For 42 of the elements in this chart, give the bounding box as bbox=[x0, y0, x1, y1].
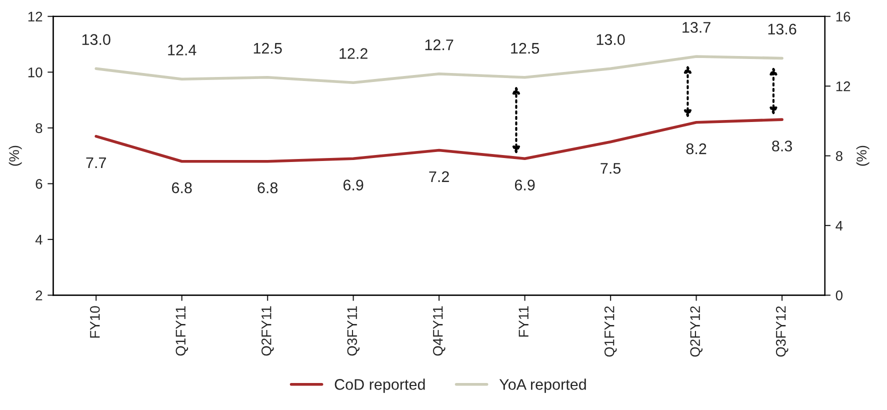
legend-label: YoA reported bbox=[499, 378, 586, 393]
data-label: 12.4 bbox=[168, 44, 196, 56]
y-tick-label: 2 bbox=[36, 290, 42, 300]
y2-tick-label: 12 bbox=[836, 81, 850, 92]
y2-tick-label: 4 bbox=[836, 220, 843, 231]
data-label: 6.8 bbox=[258, 182, 278, 194]
data-label: 12.5 bbox=[254, 42, 282, 54]
y2-tick-label: 8 bbox=[836, 151, 842, 161]
y2-tick-label: 16 bbox=[836, 12, 850, 22]
y-tick-label: 6 bbox=[36, 179, 42, 189]
data-label: 6.9 bbox=[514, 180, 535, 190]
x-tick-label: Q4FY11 bbox=[432, 306, 446, 356]
y-tick-label: 8 bbox=[36, 123, 42, 134]
x-tick-label: Q1FY11 bbox=[176, 306, 188, 356]
data-label: 13.6 bbox=[768, 24, 796, 35]
data-label: 8.3 bbox=[772, 140, 792, 152]
data-label: 7.2 bbox=[429, 171, 449, 182]
data-label: 8.2 bbox=[686, 143, 706, 154]
data-label: 7.7 bbox=[86, 158, 106, 168]
data-label: 13.0 bbox=[82, 34, 110, 45]
x-tick-label: Q3FY11 bbox=[347, 306, 360, 356]
data-label: 6.9 bbox=[343, 180, 364, 190]
x-tick-label: Q1FY12 bbox=[604, 306, 617, 357]
data-label: 13.0 bbox=[596, 34, 625, 45]
data-label: 12.7 bbox=[425, 39, 454, 50]
y-tick-label: 12 bbox=[28, 12, 42, 22]
y2-tick-label: 0 bbox=[836, 290, 843, 300]
data-label: 6.8 bbox=[172, 182, 192, 194]
data-label: 12.5 bbox=[511, 42, 540, 54]
x-tick-label: FY10 bbox=[90, 306, 100, 338]
x-tick-label: Q2FY11 bbox=[261, 306, 274, 356]
data-label: 7.5 bbox=[600, 163, 621, 174]
data-label: 12.2 bbox=[340, 48, 368, 59]
data-label: 13.7 bbox=[682, 22, 710, 33]
y-tick-label: 10 bbox=[28, 67, 42, 78]
y-axis-title: (%) bbox=[8, 146, 22, 166]
legend-label: CoD reported bbox=[334, 378, 425, 393]
x-tick-label: FY11 bbox=[518, 306, 528, 337]
x-tick-label: Q3FY12 bbox=[776, 306, 788, 357]
x-tick-label: Q2FY12 bbox=[690, 306, 703, 357]
y2-axis-title: (%) bbox=[856, 146, 870, 166]
y-tick-label: 4 bbox=[35, 234, 42, 244]
